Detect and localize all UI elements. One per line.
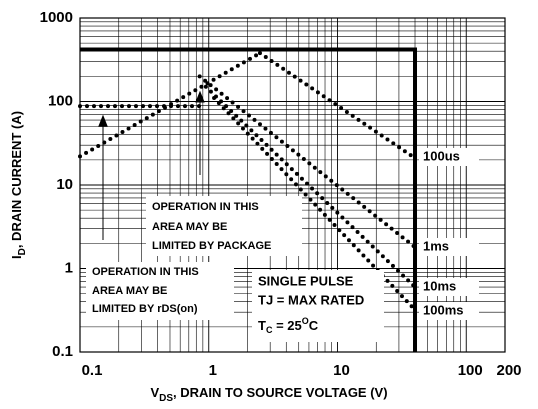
- annotation: AREA MAY BE: [152, 221, 227, 233]
- annotation: TC = 25OC: [258, 316, 319, 335]
- x-axis-label-part: V: [150, 385, 159, 400]
- labels: OPERATION IN THIS AREA MAY BE LIMITED BY…: [9, 9, 521, 404]
- dotted-line: [203, 84, 418, 290]
- annotation: OPERATION IN THIS: [92, 266, 199, 278]
- series-label: 100ms: [423, 302, 463, 317]
- y-axis-label-part: I: [9, 255, 24, 259]
- annotation: TJ = MAX RATED: [258, 292, 364, 307]
- series-label-box: [419, 238, 480, 256]
- annotation-part: C: [309, 318, 319, 333]
- x-tick-label: 100: [458, 362, 483, 379]
- arrows: [98, 90, 205, 240]
- annotation: LIMITED BY rDS(on): [92, 303, 198, 315]
- series-label-box: [419, 302, 480, 320]
- annotation-part: T: [258, 318, 266, 333]
- annotation-part: C: [266, 325, 273, 335]
- annotation-part: = 25: [272, 318, 301, 333]
- x-tick-label: 200: [496, 362, 521, 379]
- y-tick-label: 0.1: [52, 343, 73, 360]
- x-tick-label: 0.1: [82, 362, 103, 379]
- series-label: 1ms: [423, 238, 449, 253]
- x-tick-label: 1: [209, 362, 217, 379]
- annotation: OPERATION IN THIS: [152, 201, 259, 213]
- series-label: 100us: [423, 148, 460, 163]
- plot-frame: [79, 17, 506, 353]
- y-tick-label: 10: [56, 176, 73, 193]
- x-axis-label-part: , DRAIN TO SOURCE VOLTAGE (V): [173, 385, 388, 400]
- x-axis-label-part: DS: [159, 393, 173, 404]
- y-axis-label-part: D: [17, 248, 28, 255]
- annotation: LIMITED BY PACKAGE: [152, 240, 271, 252]
- arrow-head: [195, 90, 205, 103]
- y-axis-label-part: , DRAIN CURRENT (A): [9, 111, 24, 248]
- annotation: AREA MAY BE: [92, 285, 167, 297]
- y-tick-label: 1: [65, 259, 73, 276]
- annotation-part: O: [302, 316, 309, 326]
- annotation-box: [252, 270, 384, 342]
- series-label-box: [419, 278, 480, 296]
- arrow-head: [98, 114, 108, 127]
- dotted-line: [197, 74, 418, 250]
- series-label: 10ms: [423, 278, 456, 293]
- y-axis-label: ID, DRAIN CURRENT (A): [9, 111, 27, 259]
- series-label-box: [419, 148, 480, 166]
- x-tick-label: 10: [333, 362, 350, 379]
- annotation-box: [86, 262, 234, 320]
- annotation-boxes: [86, 196, 384, 342]
- annotation-box: [146, 196, 302, 256]
- x-axis-label: VDS, DRAIN TO SOURCE VOLTAGE (V): [150, 385, 387, 403]
- limit-line: [80, 47, 418, 352]
- y-tick-label: 1000: [40, 9, 73, 26]
- annotation: SINGLE PULSE: [258, 273, 354, 288]
- y-tick-label: 100: [48, 92, 73, 109]
